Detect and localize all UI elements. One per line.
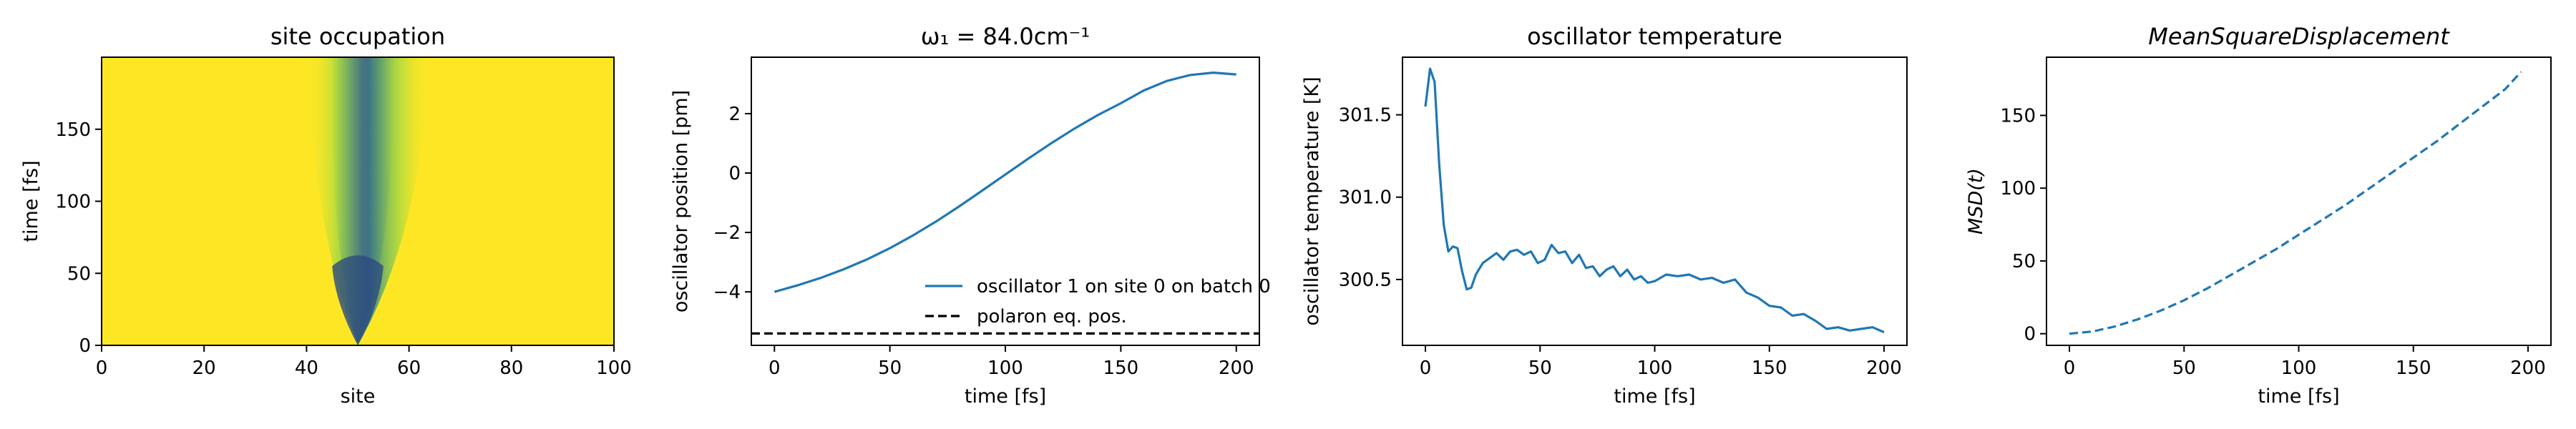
axis-ticks: 0 20 40 60 80 100 0 50 100 150 (55, 119, 631, 379)
y-tick-label: 100 (55, 192, 91, 213)
y-tick-label: 150 (55, 119, 91, 141)
legend-label-polaron: polaron eq. pos. (977, 306, 1127, 327)
x-tick-label: 40 (295, 358, 318, 379)
series-line-oscillator (774, 71, 1236, 293)
x-axis-label: site (341, 385, 376, 408)
x-tick-label: 50 (878, 358, 902, 379)
panel-site-occupation: 0 20 40 60 80 100 0 50 100 150 site occupation si… (20, 23, 632, 408)
chart-title: MeanSquareDisplacement (2148, 23, 2450, 50)
y-tick-label: −4 (713, 282, 741, 303)
x-tick-label: 150 (2396, 358, 2431, 379)
x-axis-label: time [fs] (2258, 385, 2339, 408)
x-tick-label: 100 (1637, 358, 1673, 379)
panel-oscillator-position: 0 50 100 150 200 −4 −2 0 2 ω₁ = 84.0cm⁻¹ time [f… (670, 23, 1271, 408)
heatmap-deep-core (332, 255, 384, 345)
x-axis-label: time [fs] (965, 385, 1046, 408)
y-axis-label: oscillator temperature [K] (1301, 77, 1323, 325)
legend-label-oscillator: oscillator 1 on site 0 on batch 0 (977, 276, 1271, 297)
x-tick-label: 20 (192, 358, 216, 379)
y-tick-label: 0 (728, 163, 741, 184)
y-tick-label: 300.5 (1339, 270, 1392, 291)
axes-frame (2046, 56, 2552, 346)
x-tick-label: 60 (397, 358, 421, 379)
x-tick-label: 0 (96, 358, 108, 379)
x-tick-label: 100 (596, 358, 632, 379)
y-tick-label: −2 (713, 222, 741, 244)
panel-msd: 0 50 100 150 200 0 50 100 150 MeanSquareDisplace… (1965, 23, 2552, 408)
y-tick-label: 0 (2024, 324, 2036, 345)
x-axis-label: time [fs] (1614, 385, 1695, 408)
y-axis-label: MSD(t) (1965, 168, 1987, 235)
y-tick-label: 301.0 (1339, 187, 1392, 209)
y-tick-label: 50 (67, 263, 91, 285)
y-tick-label: 150 (2000, 105, 2036, 127)
x-tick-label: 0 (769, 358, 781, 379)
x-tick-label: 200 (1219, 358, 1254, 379)
y-tick-label: 2 (728, 104, 741, 125)
x-tick-label: 150 (1103, 358, 1139, 379)
chart-title: oscillator temperature (1527, 23, 1782, 50)
y-axis-label: oscillator position [pm] (670, 90, 692, 312)
y-tick-label: 301.5 (1339, 105, 1392, 127)
axes-frame (751, 56, 1260, 346)
x-tick-label: 50 (1528, 358, 1552, 379)
panel-oscillator-temperature: 0 50 100 150 200 300.5 301.0 301.5 oscillator t… (1301, 23, 1908, 408)
axis-ticks: 0 50 100 150 200 0 50 100 150 (2000, 105, 2545, 379)
chart-title: ω₁ = 84.0cm⁻¹ (921, 23, 1091, 50)
series-line-msd (2069, 71, 2522, 335)
x-tick-label: 0 (2064, 358, 2076, 379)
x-tick-label: 0 (1420, 358, 1432, 379)
axes-frame (1402, 56, 1908, 346)
x-tick-label: 200 (2510, 358, 2546, 379)
x-tick-label: 200 (1866, 358, 1902, 379)
y-tick-label: 100 (2000, 178, 2036, 199)
axis-ticks: 0 50 100 150 200 −4 −2 0 2 (713, 104, 1254, 379)
x-tick-label: 80 (499, 358, 523, 379)
x-tick-label: 100 (2281, 358, 2317, 379)
series-line-temperature (1424, 67, 1885, 334)
x-tick-label: 50 (2172, 358, 2196, 379)
y-tick-label: 50 (2012, 251, 2036, 272)
y-axis-label: time [fs] (20, 160, 42, 242)
x-tick-label: 100 (987, 358, 1023, 379)
chart-title: site occupation (270, 23, 445, 50)
x-tick-label: 150 (1752, 358, 1787, 379)
heatmap-area (102, 57, 614, 345)
axis-ticks: 0 50 100 150 200 300.5 301.0 301.5 (1339, 105, 1902, 379)
legend: oscillator 1 on site 0 on batch 0 polaro… (925, 276, 1271, 327)
y-tick-label: 0 (79, 335, 91, 357)
